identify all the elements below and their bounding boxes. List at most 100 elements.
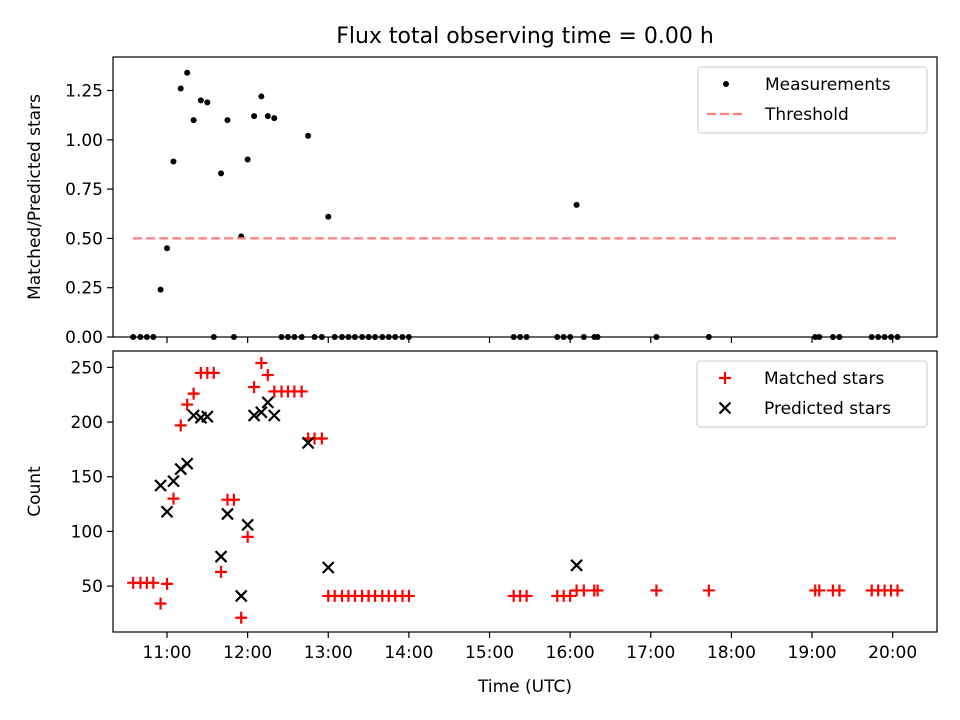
- x-tick-label: 17:00: [626, 643, 675, 663]
- matched-stars-point: [161, 577, 174, 590]
- x-tick-label: 20:00: [868, 643, 917, 663]
- x-tick-label: 13:00: [304, 643, 353, 663]
- measurements-panel: 0.00 0.25 0.50 0.75 1.00 1.25 Matched/Predicte…: [25, 56, 938, 348]
- matched-stars-point: [215, 565, 228, 578]
- predicted-stars-point: [187, 409, 200, 422]
- y-tick-label: 0.00: [65, 328, 103, 348]
- matched-stars-point: [577, 584, 590, 597]
- y-tick-label: 200: [71, 413, 103, 433]
- matched-stars-point: [833, 584, 846, 597]
- matched-stars-point: [315, 432, 328, 445]
- predicted-stars-point: [301, 436, 315, 450]
- matched-stars-point: [402, 589, 415, 602]
- predicted-stars-point: [154, 479, 167, 492]
- measurement-point: [264, 113, 271, 120]
- legend-entry-label: Predicted stars: [764, 399, 891, 419]
- legend: Measurements Threshold: [697, 66, 928, 134]
- matched-stars-point: [174, 419, 187, 432]
- matched-stars-point: [702, 584, 715, 597]
- predicted-stars-point: [234, 589, 248, 603]
- matched-stars-point: [564, 589, 577, 602]
- measurement-point: [157, 286, 164, 293]
- matched-stars-point: [227, 493, 240, 506]
- matched-stars-point: [235, 611, 248, 624]
- matched-stars-point: [167, 492, 180, 505]
- x-tick-label: 12:00: [223, 643, 272, 663]
- measurement-point: [190, 117, 197, 124]
- predicted-stars-point: [167, 474, 180, 488]
- measurement-point: [204, 99, 211, 106]
- predicted-stars-point: [180, 457, 194, 470]
- matched-stars-point: [147, 576, 160, 589]
- x-tick-label: 14:00: [384, 643, 433, 663]
- y-tick-label: 0.50: [65, 229, 103, 249]
- y-tick-label: 0.25: [65, 279, 103, 299]
- plot-frame: [112, 56, 938, 338]
- matched-stars-point: [591, 584, 604, 597]
- measurement-point: [177, 85, 184, 92]
- figure-title: Flux total observing time = 0.00 h: [336, 24, 714, 49]
- predicted-stars-point: [221, 507, 234, 521]
- legend-entry-label: Matched stars: [764, 369, 884, 389]
- x-axis-label: Time (UTC): [477, 677, 572, 697]
- measurement-point: [325, 213, 332, 220]
- matched-stars-point: [295, 385, 308, 398]
- measurement-point: [224, 117, 231, 124]
- measurement-point: [305, 132, 312, 139]
- y-tick-label: 50: [81, 577, 103, 597]
- predicted-stars-point: [241, 518, 254, 532]
- matched-stars-point: [261, 369, 274, 382]
- legend-predicted-swatch: [718, 401, 732, 415]
- predicted-stars-point: [160, 505, 174, 519]
- measurement-point: [184, 69, 191, 76]
- x-tick-label: 18:00: [707, 643, 756, 663]
- y-axis-label: Count: [25, 466, 45, 517]
- predicted-stars-point: [255, 405, 268, 419]
- series-x: [154, 396, 583, 603]
- measurement-point: [573, 201, 580, 208]
- matched-stars-point: [187, 387, 200, 400]
- measurement-point: [251, 113, 258, 120]
- predicted-stars-point: [570, 559, 583, 572]
- matched-stars-point: [650, 584, 663, 597]
- predicted-stars-point: [247, 409, 261, 422]
- legend-entry-label: Measurements: [765, 75, 891, 95]
- matched-stars-point: [248, 381, 261, 394]
- measurement-point: [218, 170, 225, 177]
- matched-stars-point: [241, 530, 254, 543]
- counts-panel: 50 100 150 200 250 11:00 12:00 13:00 14:00 15:00 1…: [25, 350, 938, 697]
- x-tick-label: 16:00: [546, 643, 595, 663]
- y-tick-label: 1.00: [65, 131, 103, 151]
- predicted-stars-point: [321, 561, 335, 574]
- x-tick-label: 11:00: [143, 643, 192, 663]
- measurement-point: [271, 115, 278, 122]
- matched-stars-point: [207, 366, 220, 379]
- series-plus: [127, 357, 904, 624]
- predicted-stars-point: [261, 396, 275, 409]
- predicted-stars-point: [267, 409, 281, 422]
- plot-frame: [112, 350, 938, 633]
- measurement-point: [164, 245, 171, 252]
- legend-entry-label: Threshold: [764, 105, 849, 125]
- legend-measurements-swatch: [723, 81, 729, 87]
- measurement-point: [170, 158, 177, 165]
- matched-stars-point: [181, 398, 194, 411]
- predicted-stars-point: [214, 550, 228, 563]
- legend-matched-swatch: [719, 372, 731, 384]
- y-tick-label: 100: [71, 522, 103, 542]
- matched-stars-point: [891, 584, 904, 597]
- matched-stars-point: [520, 589, 533, 602]
- matched-stars-point: [813, 584, 826, 597]
- predicted-stars-point: [201, 410, 214, 423]
- legend-box: [696, 360, 928, 428]
- y-tick-label: 150: [71, 468, 103, 488]
- measurement-point: [258, 93, 265, 100]
- y-tick-label: 1.25: [65, 82, 103, 102]
- legend-box: [697, 66, 928, 134]
- measurement-point: [244, 156, 251, 163]
- y-tick-label: 250: [71, 358, 103, 378]
- legend: Matched stars Predicted stars: [696, 360, 928, 428]
- matched-stars-point: [255, 357, 268, 370]
- x-tick-label: 19:00: [788, 643, 837, 663]
